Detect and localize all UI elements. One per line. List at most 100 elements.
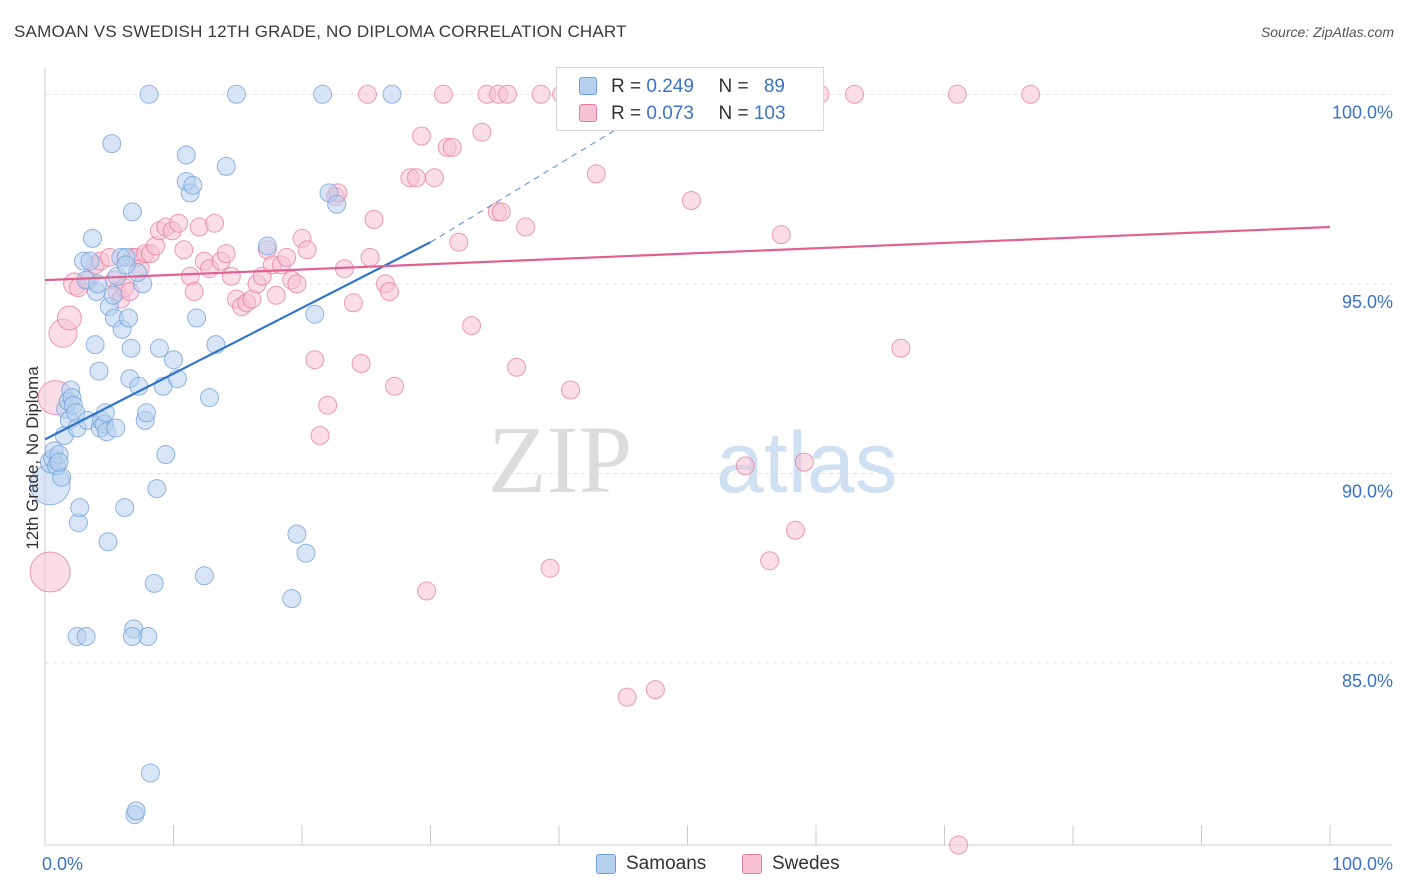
point-swedes-52 <box>318 395 338 415</box>
point-swedes-70 <box>449 232 469 252</box>
point-samoans-83 <box>76 627 96 646</box>
point-swedes-88 <box>891 338 911 358</box>
point-samoans-79 <box>139 84 159 104</box>
point-swedes-56 <box>343 293 363 313</box>
tick-labels: 85.0% 90.0% 95.0% 100.0% 0.0% 100.0% <box>42 102 1393 874</box>
swedes-swatch <box>579 104 597 122</box>
point-samoans-65 <box>187 308 207 328</box>
legend-label-samoans: Samoans <box>626 853 707 874</box>
point-samoans-36 <box>106 418 126 438</box>
point-samoans-59 <box>156 445 176 464</box>
legend-item-swedes: Swedes <box>742 852 840 876</box>
point-swedes-101 <box>947 84 967 104</box>
trend-lines <box>44 108 1331 441</box>
point-samoans-55 <box>144 573 164 593</box>
samoans-r-label: R = <box>611 76 647 97</box>
trend-line-swedes <box>44 225 1331 282</box>
point-swedes-81 <box>645 680 665 700</box>
point-swedes-34 <box>221 266 241 286</box>
point-swedes-3 <box>56 305 82 331</box>
legend-swatch-swedes <box>742 854 762 874</box>
point-swedes-64 <box>406 168 426 188</box>
point-swedes-84 <box>760 551 780 571</box>
point-swedes-89 <box>949 835 969 855</box>
point-samoans-69 <box>216 156 236 176</box>
samoans-n-label: N = <box>718 76 754 97</box>
point-samoans-40 <box>115 498 135 518</box>
point-swedes-65 <box>412 126 431 146</box>
point-samoans-66 <box>194 566 214 586</box>
point-swedes-61 <box>379 282 399 301</box>
point-swedes-100 <box>845 84 864 104</box>
point-swedes-57 <box>351 354 371 373</box>
point-samoans-85 <box>49 452 69 472</box>
point-swedes-71 <box>462 316 482 336</box>
point-samoans-26 <box>89 361 109 381</box>
point-swedes-27 <box>184 282 204 301</box>
point-swedes-67 <box>424 168 444 188</box>
x-tick-label-1: 100.0% <box>1332 854 1393 874</box>
point-swedes-79 <box>586 164 606 184</box>
point-samoans-48 <box>126 801 146 821</box>
point-samoans-42 <box>119 308 138 328</box>
data-points <box>29 84 1041 855</box>
point-swedes-78 <box>561 380 581 400</box>
point-samoans-84 <box>122 627 142 646</box>
point-swedes-95 <box>531 84 551 104</box>
samoans-n-value: 89 <box>763 76 785 97</box>
point-swedes-24 <box>169 213 189 233</box>
point-samoans-54 <box>140 763 160 783</box>
point-swedes-76 <box>516 217 536 237</box>
point-samoans-72 <box>287 524 307 544</box>
trend-extension-samoans <box>430 108 650 243</box>
point-swedes-72 <box>472 122 492 142</box>
swedes-n-value: 103 <box>753 103 786 124</box>
point-swedes-83 <box>735 456 755 476</box>
point-swedes-91 <box>433 84 453 104</box>
point-swedes-31 <box>205 213 225 233</box>
point-swedes-94 <box>498 84 518 104</box>
y-tick-label-3: 100.0% <box>1332 102 1393 122</box>
point-samoans-74 <box>305 304 325 324</box>
watermark: ZIP atlas <box>488 406 898 513</box>
y-tick-label-0: 85.0% <box>1342 671 1393 691</box>
swedes-r-value: 0.073 <box>646 103 694 124</box>
point-samoans-64 <box>183 175 203 195</box>
point-swedes-33 <box>216 244 236 264</box>
samoans-swatch <box>579 77 597 95</box>
point-swedes-85 <box>771 225 791 245</box>
stats-legend: R = 0.249 N = 89 R = 0.073 N = 103 <box>556 67 824 131</box>
point-swedes-77 <box>540 558 560 578</box>
point-swedes-62 <box>385 376 404 396</box>
point-swedes-74 <box>491 202 511 222</box>
point-swedes-80 <box>617 687 637 707</box>
grid-lines <box>45 93 1392 664</box>
point-swedes-86 <box>785 520 805 540</box>
point-samoans-86 <box>103 285 123 305</box>
point-samoans-73 <box>296 543 316 563</box>
point-swedes-102 <box>1021 84 1041 104</box>
legend-item-samoans: Samoans <box>596 852 706 876</box>
y-tick-label-1: 90.0% <box>1342 481 1393 501</box>
point-samoans-45 <box>122 202 142 222</box>
point-swedes-47 <box>287 274 307 294</box>
y-tick-label-2: 95.0% <box>1342 292 1393 312</box>
swedes-n-label: N = <box>718 103 754 124</box>
point-samoans-81 <box>176 145 196 165</box>
point-swedes-43 <box>266 285 286 305</box>
source-note: Source: ZipAtlas.com <box>1260 24 1394 40</box>
point-swedes-90 <box>358 84 377 104</box>
point-swedes-82 <box>681 191 701 210</box>
legend-swatch-samoans <box>596 854 616 874</box>
point-samoans-52 <box>137 403 156 423</box>
point-samoans-60 <box>164 350 183 370</box>
point-samoans-75 <box>313 84 333 104</box>
y-axis-label: 12th Grade, No Diploma <box>23 366 42 550</box>
trend-line-samoans <box>44 241 432 441</box>
point-samoans-17 <box>70 498 90 518</box>
point-swedes-66 <box>417 581 437 601</box>
swedes-r-label: R = <box>611 103 647 124</box>
chart-title: SAMOAN VS SWEDISH 12TH GRADE, NO DIPLOMA… <box>14 22 627 41</box>
point-swedes-45 <box>277 247 297 267</box>
